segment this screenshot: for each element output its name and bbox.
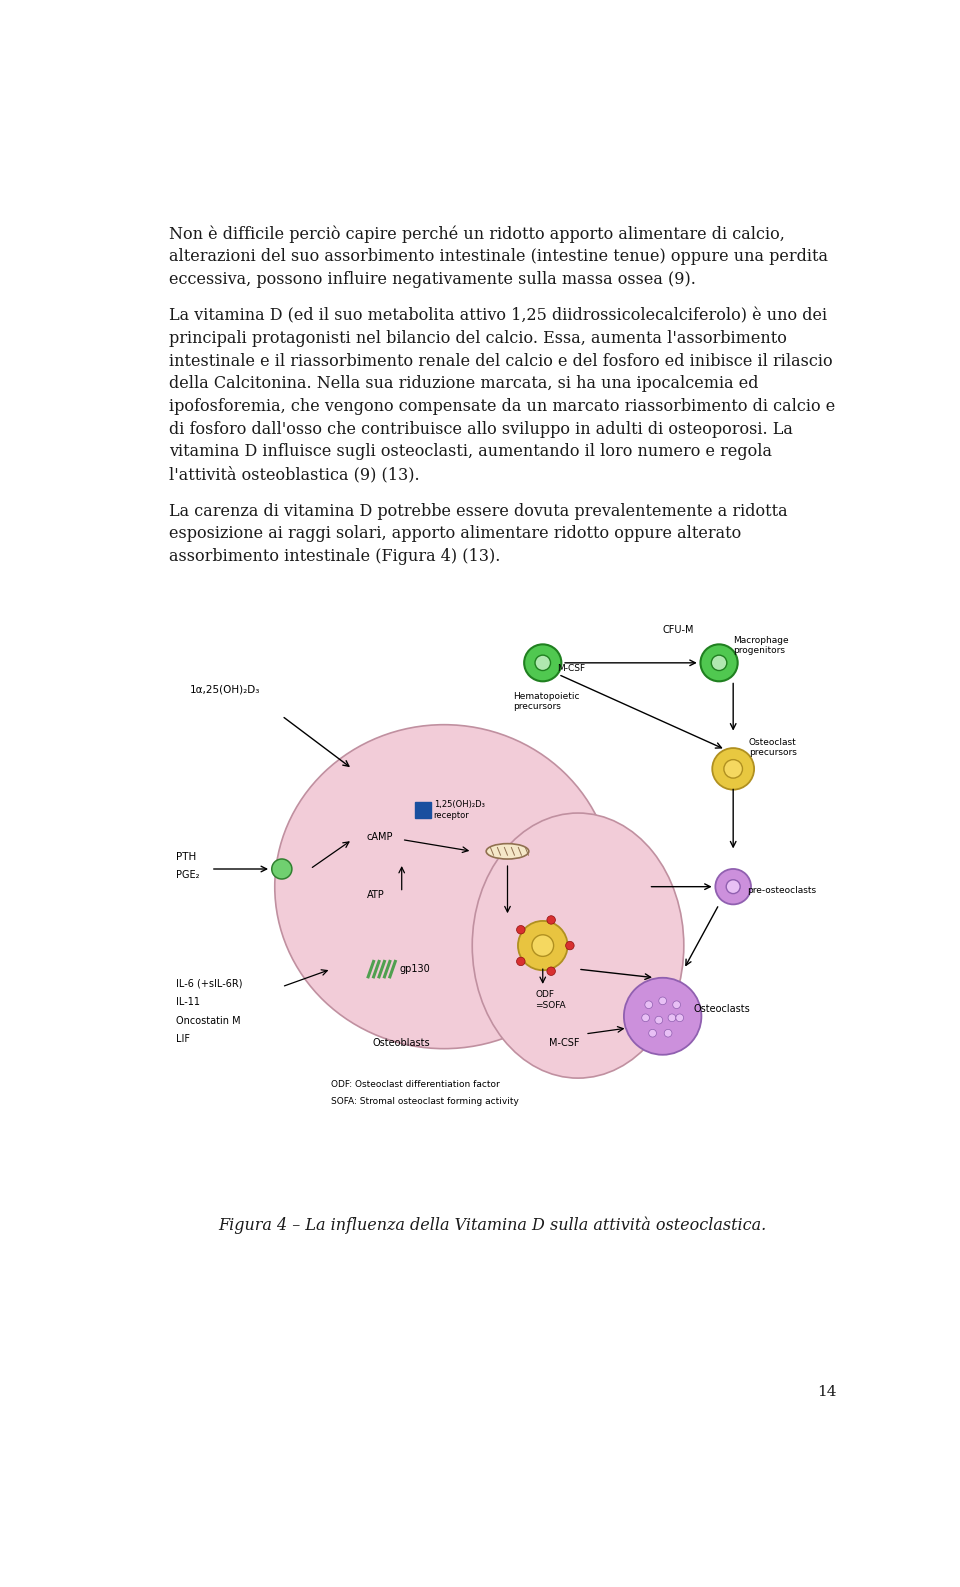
Text: vitamina D influisce sugli osteoclasti, aumentando il loro numero e regola: vitamina D influisce sugli osteoclasti, … [169,443,772,460]
Circle shape [535,655,550,671]
Text: Osteoclast
precursors: Osteoclast precursors [749,738,797,757]
Text: PTH: PTH [176,852,196,862]
Text: esposizione ai raggi solari, apporto alimentare ridotto oppure alterato: esposizione ai raggi solari, apporto ali… [169,525,741,543]
Text: LIF: LIF [176,1035,190,1044]
Circle shape [655,1016,662,1024]
Text: eccessiva, possono influire negativamente sulla massa ossea (9).: eccessiva, possono influire negativament… [169,270,696,287]
Circle shape [624,978,702,1055]
Text: gp130: gp130 [400,965,431,974]
Text: SOFA: Stromal osteoclast forming activity: SOFA: Stromal osteoclast forming activit… [331,1097,519,1106]
Circle shape [664,1030,672,1036]
Circle shape [547,916,556,924]
Text: La carenza di vitamina D potrebbe essere dovuta prevalentemente a ridotta: La carenza di vitamina D potrebbe essere… [169,503,787,519]
Circle shape [518,920,567,970]
Text: Figura 4 – La influenza della Vitamina D sulla attività osteoclastica.: Figura 4 – La influenza della Vitamina D… [218,1216,766,1233]
Text: receptor: receptor [434,811,469,820]
Circle shape [547,966,556,976]
Circle shape [711,655,727,671]
Text: Non è difficile perciò capire perché un ridotto apporto alimentare di calcio,: Non è difficile perciò capire perché un … [169,225,784,243]
Circle shape [659,997,666,1005]
Text: 14: 14 [817,1384,837,1398]
Circle shape [516,957,525,965]
Ellipse shape [275,725,613,1049]
Text: ATP: ATP [367,890,384,900]
Text: 1α,25(OH)₂D₃: 1α,25(OH)₂D₃ [190,684,260,694]
Circle shape [532,935,554,957]
Circle shape [668,1014,676,1022]
Circle shape [726,879,740,893]
Circle shape [516,925,525,935]
Text: M-CSF: M-CSF [549,1038,579,1047]
Ellipse shape [472,813,684,1078]
Circle shape [565,941,574,949]
Text: 1,25(OH)₂D₃: 1,25(OH)₂D₃ [434,800,485,809]
Text: assorbimento intestinale (Figura 4) (13).: assorbimento intestinale (Figura 4) (13)… [169,548,500,565]
Circle shape [524,644,562,681]
Ellipse shape [486,844,529,859]
Circle shape [712,747,755,790]
Text: IL-6 (+sIL-6R): IL-6 (+sIL-6R) [176,979,243,989]
Text: ipofosforemia, che vengono compensate da un marcato riassorbimento di calcio e: ipofosforemia, che vengono compensate da… [169,398,835,414]
Circle shape [715,870,751,905]
Circle shape [641,1014,650,1022]
Text: ODF
=SOFA: ODF =SOFA [535,990,565,1009]
Text: IL-11: IL-11 [176,997,200,1008]
Text: Osteoblasts: Osteoblasts [372,1038,430,1047]
Circle shape [272,859,292,879]
Text: Macrophage
progenitors: Macrophage progenitors [733,636,789,655]
Circle shape [701,644,737,681]
Text: pre-osteoclasts: pre-osteoclasts [747,886,816,895]
Circle shape [645,1001,653,1009]
Text: ODF: Osteoclast differentiation factor: ODF: Osteoclast differentiation factor [331,1079,500,1089]
Text: Osteoclasts: Osteoclasts [694,1003,751,1014]
Text: principali protagonisti nel bilancio del calcio. Essa, aumenta l'assorbimento: principali protagonisti nel bilancio del… [169,330,786,348]
Text: di fosforo dall'osso che contribuisce allo sviluppo in adulti di osteoporosi. La: di fosforo dall'osso che contribuisce al… [169,421,793,438]
Text: PGE₂: PGE₂ [176,870,200,881]
Text: CFU-M: CFU-M [662,625,694,635]
Circle shape [724,760,742,778]
Text: della Calcitonina. Nella sua riduzione marcata, si ha una ipocalcemia ed: della Calcitonina. Nella sua riduzione m… [169,375,758,392]
Circle shape [649,1030,657,1036]
Text: La vitamina D (ed il suo metabolita attivo 1,25 diidrossicolecalciferolo) è uno : La vitamina D (ed il suo metabolita atti… [169,308,827,324]
Text: alterazioni del suo assorbimento intestinale (intestine tenue) oppure una perdit: alterazioni del suo assorbimento intesti… [169,248,828,265]
Text: l'attività osteoblastica (9) (13).: l'attività osteoblastica (9) (13). [169,467,420,482]
Text: Oncostatin M: Oncostatin M [176,1016,241,1025]
Circle shape [676,1014,684,1022]
Text: Hematopoietic
precursors: Hematopoietic precursors [514,692,580,711]
Text: M-CSF: M-CSF [557,663,585,673]
Circle shape [673,1001,681,1009]
Text: intestinale e il riassorbimento renale del calcio e del fosforo ed inibisce il r: intestinale e il riassorbimento renale d… [169,352,832,370]
FancyBboxPatch shape [415,803,431,817]
Text: cAMP: cAMP [367,832,393,841]
